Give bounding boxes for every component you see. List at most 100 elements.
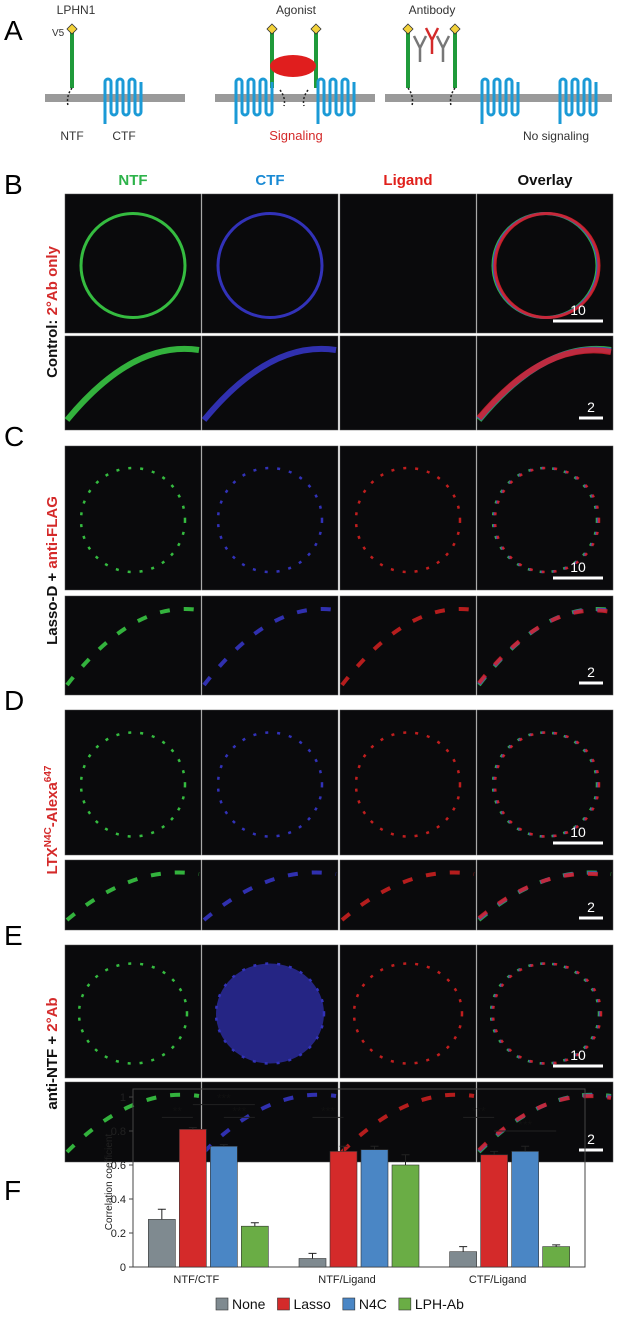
seven-tm: [480, 77, 520, 124]
cell-signal: [216, 466, 324, 574]
condition-label: LTXN4C-Alexa647: [43, 765, 61, 874]
cell-signal: [354, 466, 462, 574]
diagram-title: Antibody: [409, 3, 456, 17]
diagram-title: LPHN1: [57, 3, 96, 17]
error-bar: [459, 1246, 468, 1252]
cleavage-link: [302, 89, 309, 107]
diagram-title: Agonist: [276, 3, 317, 17]
domain-label: CTF: [112, 129, 135, 143]
antibody: [435, 35, 451, 62]
scale-bar-label: 2: [587, 1131, 595, 1147]
legend-swatch: [398, 1297, 412, 1311]
agonist: [270, 55, 316, 77]
cell-signal: [79, 466, 187, 574]
error-bar: [490, 1150, 499, 1155]
bar: [148, 1219, 176, 1268]
significance-label: ***: [232, 1104, 246, 1118]
plot-frame: [132, 1088, 586, 1268]
scale-bar-label: 2: [587, 399, 595, 415]
membrane-signal: [202, 1092, 337, 1154]
micrograph: [339, 595, 477, 696]
antibodies: [412, 27, 451, 62]
significance-label: **: [173, 1104, 183, 1118]
micrograph: [64, 709, 202, 856]
condition-part: LTX: [44, 847, 61, 874]
column-header: CTF: [255, 172, 284, 189]
membrane-signal: [201, 345, 337, 422]
micrograph: [339, 944, 477, 1079]
cleavage-link: [449, 87, 456, 107]
cell-signal: [79, 731, 187, 838]
cell-signal: [354, 731, 462, 838]
dotted-links: [66, 87, 456, 107]
antibody: [412, 35, 428, 62]
cell-signal: [77, 962, 189, 1065]
scale-bar-label: 10: [570, 302, 586, 318]
bar: [480, 1154, 508, 1268]
seven-tm: [234, 77, 274, 124]
cleavage-link: [407, 87, 414, 107]
cleavage-link: [279, 89, 286, 107]
tags: [66, 23, 461, 35]
micrograph: [64, 595, 202, 696]
cell-signal: [352, 962, 464, 1065]
cell-signal: [493, 731, 601, 838]
seven-tm-domains: [103, 77, 598, 124]
bar: [329, 1151, 358, 1268]
domain-label: NTF: [60, 129, 83, 143]
micrograph: [64, 944, 202, 1079]
legend-label: LPH-Ab: [415, 1296, 464, 1312]
bar-chart: F Correlation coefficient 0 0.2 0.4 0.6 0.8 1 NT…: [4, 1088, 586, 1312]
condition-part: Lasso-D +: [44, 569, 61, 645]
membrane: [215, 94, 375, 102]
condition-part: Control:: [44, 315, 61, 377]
bar: [360, 1149, 389, 1268]
scale-bar-label: 10: [570, 824, 586, 840]
scale-bar-label: 10: [570, 1047, 586, 1063]
result-label: No signaling: [523, 129, 589, 143]
condition-part: -Alexa: [44, 782, 61, 828]
condition-label: anti-NTF + 2°Ab: [44, 997, 61, 1109]
membrane-signal: [340, 1092, 475, 1154]
cell-signal: [79, 212, 187, 319]
bar: [210, 1146, 238, 1268]
significance-label: ***: [321, 1104, 335, 1118]
panel-letter: C: [4, 421, 24, 452]
cell-signal: [493, 466, 601, 574]
condition-label: Lasso-D + anti-FLAG: [44, 496, 61, 645]
membrane-signal: [477, 1094, 612, 1152]
stalks: [70, 32, 457, 88]
bar: [511, 1151, 539, 1268]
micrograph: [476, 944, 614, 1079]
bar: [542, 1246, 570, 1268]
micrograph: [476, 709, 614, 856]
bar: [449, 1251, 477, 1268]
cell-signal: [216, 212, 324, 319]
tag-label: V5: [52, 28, 65, 39]
membrane-signal: [340, 870, 475, 922]
y-tick-label: 0.6: [111, 1160, 126, 1172]
micrograph: [201, 709, 339, 856]
x-tick-label: NTF/Ligand: [318, 1274, 375, 1286]
scale-bar-label: 2: [587, 899, 595, 915]
bar: [391, 1164, 420, 1268]
condition-part: anti-NTF +: [44, 1032, 61, 1110]
membrane: [45, 94, 185, 102]
v5-tag: [310, 23, 322, 35]
panel-letter: F: [4, 1175, 21, 1206]
micrograph: [201, 193, 339, 334]
condition-part: N4C: [43, 827, 54, 847]
micrograph: [64, 193, 202, 334]
panel-letter: B: [4, 169, 23, 200]
cell-signal: [214, 962, 326, 1065]
error-bar: [401, 1154, 410, 1165]
y-tick-label: 0.4: [111, 1194, 126, 1206]
cell-signal: [216, 731, 324, 838]
result-label: Signaling: [269, 128, 323, 143]
micrograph: [64, 445, 202, 591]
micrograph: [339, 193, 477, 334]
membrane-signal: [64, 345, 200, 422]
panel-letter: A: [4, 15, 23, 46]
